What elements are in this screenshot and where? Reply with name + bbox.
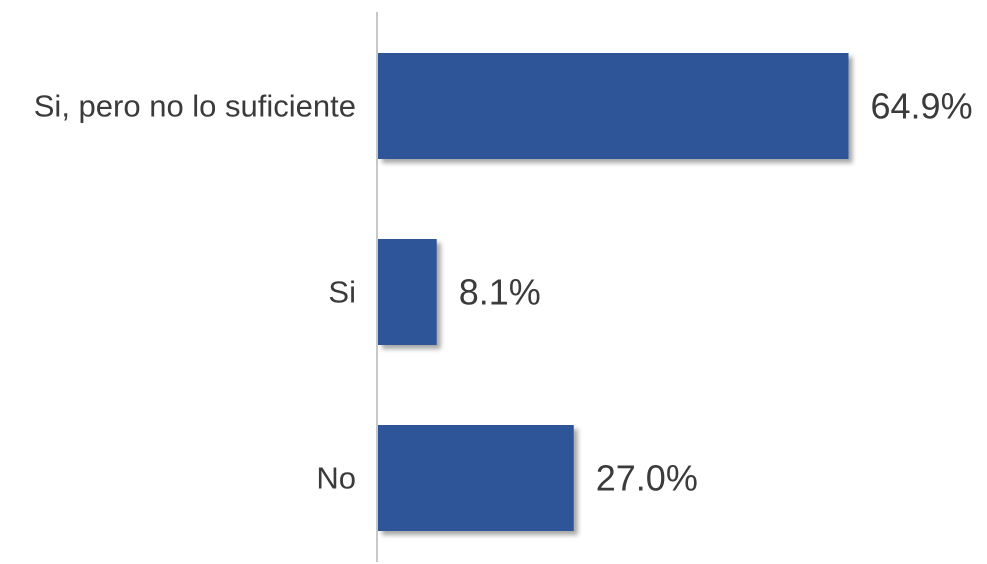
data-label-2: 27.0% xyxy=(596,458,698,499)
bar-2 xyxy=(378,425,574,531)
data-label-0: 64.9% xyxy=(871,86,973,127)
bar-1 xyxy=(378,239,437,345)
data-label-1: 8.1% xyxy=(459,272,541,313)
bar-0 xyxy=(378,53,849,159)
category-label-0: Si, pero no lo suficiente xyxy=(34,89,356,124)
category-label-1: Si xyxy=(328,275,356,310)
category-label-2: No xyxy=(316,461,356,496)
